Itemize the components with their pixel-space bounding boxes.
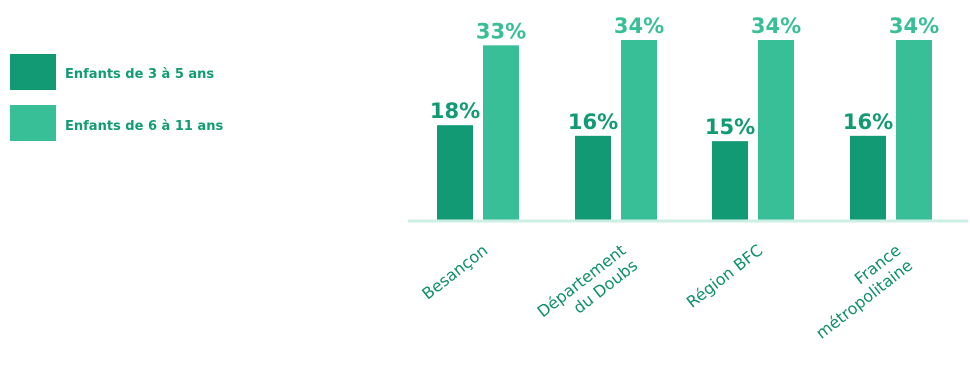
value-label-3-5-3: 16%: [843, 110, 893, 134]
category-label-line: Région BFC: [683, 241, 767, 312]
bar-6-11-3: [896, 40, 932, 221]
legend-swatch-3-5: [10, 54, 56, 90]
value-label-3-5-1: 16%: [568, 110, 618, 134]
bar-6-11-2: [758, 40, 794, 221]
bar-3-5-3: [850, 135, 886, 221]
bar-6-11-0: [483, 45, 519, 221]
value-label-3-5-0: 18%: [430, 99, 480, 123]
category-label-3: Francemétropolitaine: [800, 241, 916, 343]
legend-label-3-5: Enfants de 3 à 5 ans: [65, 67, 214, 82]
value-label-6-11-3: 34%: [889, 14, 939, 38]
value-label-6-11-0: 33%: [476, 19, 526, 43]
value-label-6-11-1: 34%: [614, 14, 664, 38]
category-label-0: Besançon: [418, 241, 491, 304]
bar-6-11-1: [621, 40, 657, 221]
bar-3-5-2: [712, 141, 748, 221]
legend-label-6-11: Enfants de 6 à 11 ans: [65, 119, 223, 134]
category-labels: Besançon Départementdu Doubs Région BFC Fra…: [418, 241, 916, 343]
category-label-2: Région BFC: [683, 241, 767, 312]
bar-3-5-0: [437, 125, 473, 221]
bar-3-5-1: [575, 135, 611, 221]
legend: Enfants de 3 à 5 ans Enfants de 6 à 11 a…: [10, 54, 223, 141]
value-label-6-11-2: 34%: [751, 14, 801, 38]
value-label-3-5-2: 15%: [705, 115, 755, 139]
category-label-1: Départementdu Doubs: [534, 241, 642, 337]
bars: 18% 33% 16% 34% 15% 34% 16% 34%: [430, 14, 939, 221]
category-label-line: Besançon: [418, 241, 491, 304]
legend-swatch-6-11: [10, 105, 56, 141]
